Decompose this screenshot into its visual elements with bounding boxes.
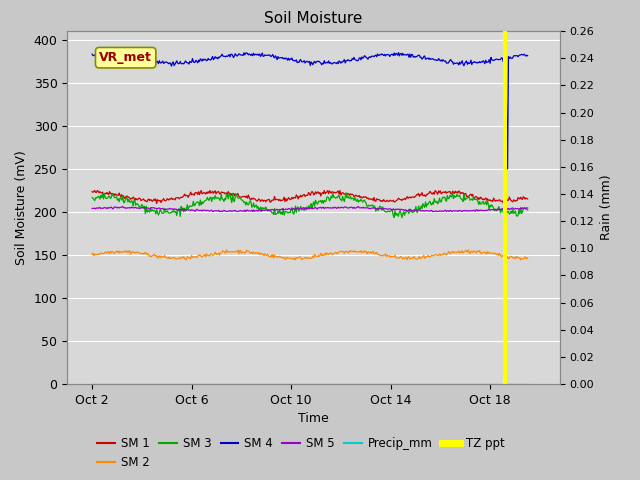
Y-axis label: Soil Moisture (mV): Soil Moisture (mV) [15, 150, 28, 265]
Y-axis label: Rain (mm): Rain (mm) [600, 175, 613, 240]
Legend: SM 1, SM 2, SM 3, SM 4, SM 5, Precip_mm, TZ ppt: SM 1, SM 2, SM 3, SM 4, SM 5, Precip_mm,… [92, 433, 509, 474]
X-axis label: Time: Time [298, 412, 329, 425]
Title: Soil Moisture: Soil Moisture [264, 11, 363, 26]
Bar [503, 31, 508, 384]
Text: VR_met: VR_met [99, 51, 152, 64]
